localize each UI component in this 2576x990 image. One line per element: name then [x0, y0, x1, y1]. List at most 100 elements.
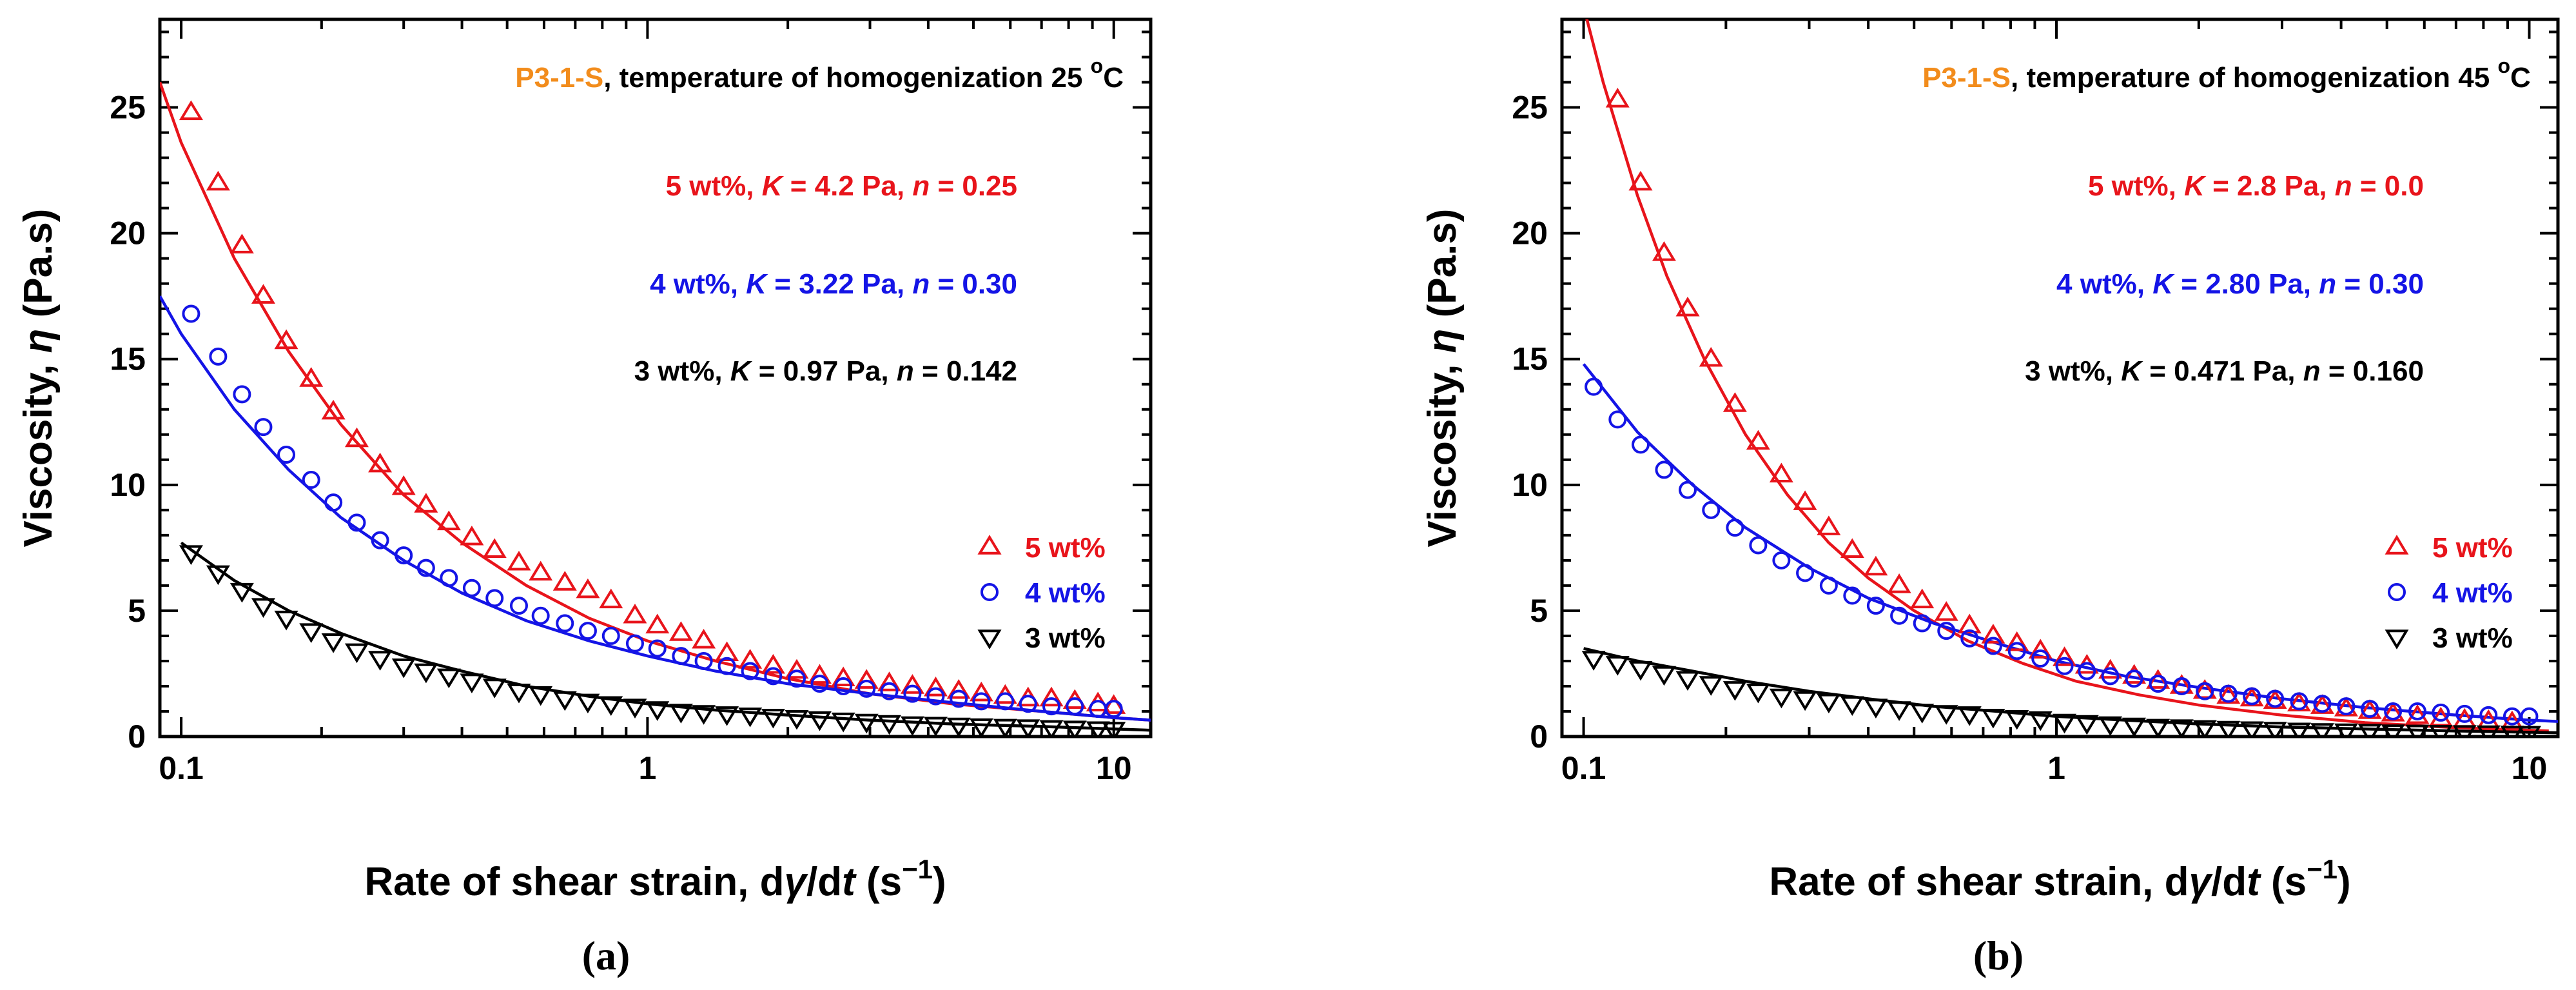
- data-point: [996, 692, 1015, 711]
- data-point: [2500, 726, 2524, 737]
- data-point: [2122, 717, 2147, 737]
- data-point: [1699, 676, 1723, 696]
- title-sample: P3-1-S: [515, 62, 603, 94]
- legend-marker: [981, 583, 999, 601]
- data-point: [344, 643, 369, 664]
- title-text: , temperature of homogenization 25: [603, 62, 1090, 94]
- data-point: [1910, 704, 1935, 724]
- data-point: [1960, 629, 1979, 648]
- data-point: [436, 668, 461, 689]
- data-point: [923, 717, 948, 737]
- data-point: [668, 704, 693, 724]
- data-point: [2476, 725, 2501, 737]
- data-point: [2146, 669, 2171, 689]
- y-tick-label: 0: [128, 718, 146, 755]
- data-point: [2287, 722, 2311, 737]
- data-point: [1608, 410, 1627, 429]
- x-tick-label: 1: [2047, 750, 2065, 786]
- x-tick-label: 0.1: [159, 750, 204, 786]
- data-point: [2310, 723, 2334, 737]
- data-point: [299, 367, 324, 387]
- data-point: [1793, 490, 1817, 510]
- fit-curve-blue: [160, 295, 1151, 722]
- data-point: [2053, 713, 2077, 734]
- data-point: [1039, 720, 1064, 737]
- data-point: [810, 675, 829, 693]
- y-tick-label: 20: [1512, 215, 1548, 252]
- data-point: [969, 718, 993, 737]
- data-point: [1628, 660, 1653, 681]
- panel-b: 0 5 10 15 20 25 0.1 1 10 P3-1-S, temperature of h…: [1420, 17, 2560, 978]
- data-point: [738, 708, 763, 728]
- data-point: [414, 493, 438, 513]
- data-point: [1699, 346, 1723, 367]
- data-point: [2146, 718, 2171, 737]
- data-point: [645, 613, 670, 634]
- data-point: [254, 418, 273, 437]
- data-point: [251, 284, 275, 304]
- data-point: [877, 715, 901, 735]
- panel-label: (a): [582, 933, 630, 978]
- data-point: [2290, 692, 2308, 711]
- y-tick-label: 25: [110, 90, 146, 126]
- y-tick-label: 5: [1530, 593, 1548, 629]
- legend-label: 3 wt%: [1025, 622, 1106, 654]
- panel-a: 0 5 10 15 20 25 0.1 1 10 P3-1-S, temperature of h…: [16, 17, 1153, 978]
- data-point: [1605, 656, 1630, 676]
- legend-marker: [2385, 629, 2409, 649]
- data-point: [2169, 719, 2194, 737]
- data-point: [2239, 721, 2264, 737]
- data-point: [1726, 519, 1744, 537]
- data-point: [880, 682, 899, 700]
- data-point: [344, 427, 369, 448]
- data-point: [1817, 693, 1841, 714]
- data-point: [2101, 667, 2120, 686]
- y-tick-label: 20: [110, 215, 146, 252]
- data-point: [209, 347, 228, 366]
- data-point: [668, 621, 693, 641]
- series-black: [179, 545, 1126, 737]
- data-point: [462, 579, 481, 597]
- data-point: [2196, 682, 2214, 700]
- data-point: [857, 679, 876, 698]
- data-point: [969, 681, 993, 702]
- data-point: [2517, 726, 2541, 737]
- data-point: [1843, 586, 1862, 605]
- data-point: [807, 711, 832, 731]
- data-point: [1981, 624, 2005, 644]
- data-point: [648, 639, 667, 658]
- data-point: [507, 550, 531, 571]
- data-point: [785, 710, 809, 730]
- data-point: [1840, 696, 1864, 717]
- data-point: [1749, 536, 1768, 555]
- data-point: [1746, 684, 1770, 704]
- data-point: [2337, 697, 2356, 716]
- data-point: [2028, 711, 2053, 731]
- legend-marker: [977, 629, 1002, 649]
- data-point: [416, 559, 435, 577]
- data-point: [2405, 704, 2430, 724]
- data-point: [831, 666, 855, 686]
- data-point: [1984, 637, 2002, 655]
- x-tick-label: 0.1: [1561, 750, 1606, 786]
- fit-annotation: 5 wt%, K = 2.8 Pa, n = 0.0: [2088, 170, 2424, 202]
- fit-annotation: 3 wt%, K = 0.471 Pa, n = 0.160: [2025, 355, 2424, 387]
- data-point: [529, 560, 553, 581]
- data-point: [787, 669, 806, 688]
- data-point: [2053, 646, 2077, 666]
- fit-curve-red: [1585, 19, 2549, 733]
- legend-label: 4 wt%: [1025, 577, 1106, 609]
- data-point: [324, 493, 343, 512]
- data-point: [509, 597, 528, 615]
- data-point: [1887, 701, 1911, 721]
- data-point: [1104, 700, 1123, 718]
- data-point: [2007, 642, 2026, 660]
- plot-frame: [158, 17, 1153, 738]
- data-point: [414, 663, 438, 684]
- data-point: [903, 684, 922, 703]
- data-point: [529, 686, 553, 706]
- title-degree: o: [1091, 54, 1104, 77]
- data-point: [601, 626, 620, 645]
- legend-marker: [977, 535, 1002, 555]
- y-axis-title: Viscosity, η (Pa.s): [1420, 209, 1465, 548]
